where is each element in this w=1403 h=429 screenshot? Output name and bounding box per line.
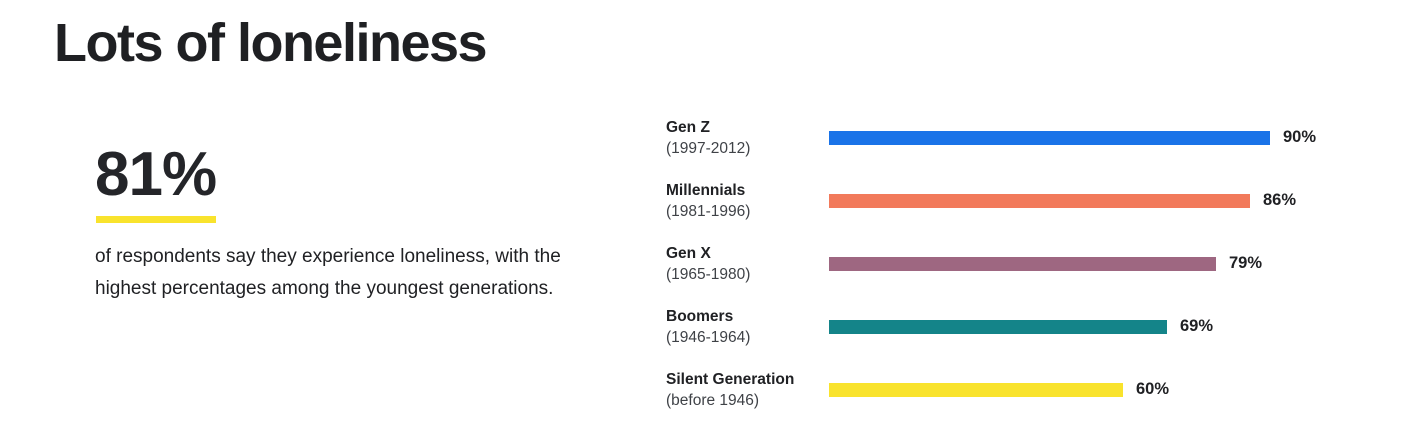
bar <box>829 382 1123 397</box>
value-label: 86% <box>1263 191 1297 209</box>
bar <box>829 319 1167 334</box>
category-name: Millennials <box>666 181 746 199</box>
bar-track: 79% <box>829 254 1262 273</box>
bar <box>829 130 1270 145</box>
category-name: Gen Z <box>666 118 710 136</box>
category-name: Boomers <box>666 307 734 325</box>
category-years: (1981-1996) <box>666 202 751 220</box>
category-name: Gen X <box>666 244 711 262</box>
bar-track: 86% <box>829 191 1296 210</box>
bar-track: 60% <box>829 380 1169 399</box>
category-label: Gen Z (1997-2012) <box>666 117 829 159</box>
bar <box>829 256 1216 271</box>
category-label: Boomers (1946-1964) <box>666 306 829 348</box>
category-name: Silent Generation <box>666 370 795 388</box>
chart-row: Gen Z (1997-2012) 90% <box>666 106 1316 169</box>
category-label: Silent Generation (before 1946) <box>666 369 829 411</box>
chart-row: Millennials (1981-1996) 86% <box>666 169 1316 232</box>
stat-value: 81% <box>95 140 217 209</box>
bar-track: 69% <box>829 317 1213 336</box>
category-years: (1965-1980) <box>666 265 751 283</box>
value-label: 79% <box>1229 254 1263 272</box>
category-label: Millennials (1981-1996) <box>666 180 829 222</box>
value-label: 69% <box>1180 317 1214 335</box>
value-label: 60% <box>1136 380 1170 398</box>
stat-underline <box>96 216 216 223</box>
bar <box>829 193 1250 208</box>
category-years: (1946-1964) <box>666 328 751 346</box>
page-title: Lots of loneliness <box>54 13 488 73</box>
chart-row: Silent Generation (before 1946) 60% <box>666 358 1316 421</box>
category-years: (before 1946) <box>666 391 760 409</box>
bar-chart: Gen Z (1997-2012) 90% Millennials (1981-1996… <box>666 106 1316 421</box>
category-years: (1997-2012) <box>666 139 751 157</box>
category-label: Gen X (1965-1980) <box>666 243 829 285</box>
bar-track: 90% <box>829 128 1316 147</box>
chart-row: Boomers (1946-1964) 69% <box>666 295 1316 358</box>
value-label: 90% <box>1283 128 1317 146</box>
chart-row: Gen X (1965-1980) 79% <box>666 232 1316 295</box>
stat-description: of respondents say they experience lonel… <box>95 246 561 299</box>
